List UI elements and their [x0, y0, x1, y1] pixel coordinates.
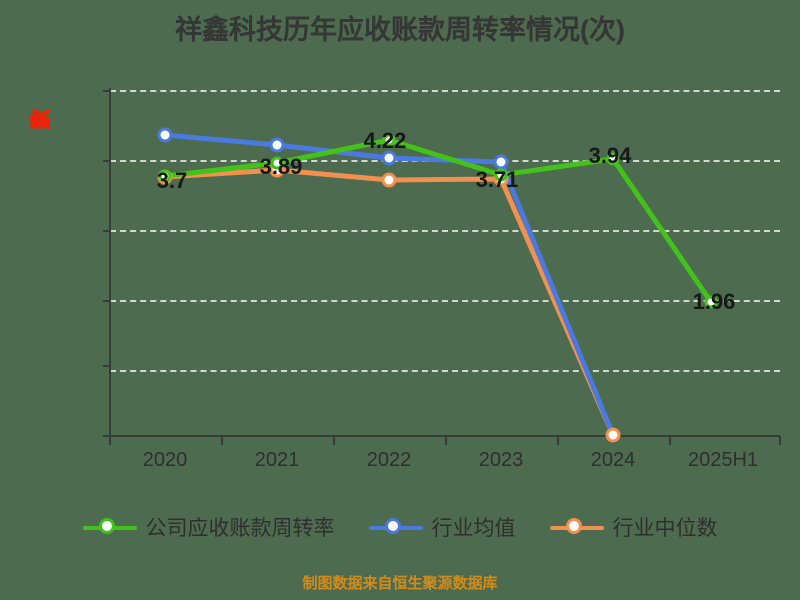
y-tick-1 [103, 365, 111, 367]
y-tick-5 [103, 90, 111, 92]
chart-title-shadow: 祥鑫科技历年应收账款周转率情况(次) [175, 15, 625, 45]
point-mean-2023 [493, 154, 509, 170]
series-line-industry-median [162, 167, 616, 438]
legend-label-industry-median: 行业中位数 [612, 517, 718, 540]
source-note-text: 制图数据来自恒生聚源数据库 [302, 575, 498, 592]
x-axis-line [109, 435, 780, 437]
x-tick-label-2024: 2024 [590, 449, 636, 471]
chart-title-text: 祥鑫科技历年应收账款周转率情况(次) [175, 15, 625, 45]
point-company-2024 [606, 152, 620, 166]
data-label-2020: 3.7 [156, 168, 188, 193]
y-tick-3 [103, 230, 111, 232]
point-median-2024 [605, 427, 621, 443]
x-tick-label-2023: 2023 [478, 449, 524, 471]
legend-marker-orange-icon [549, 515, 604, 539]
point-company-2020 [158, 169, 172, 183]
point-mean-2022 [381, 150, 397, 166]
y-tick-4 [103, 160, 111, 162]
x-tick-3 [445, 436, 447, 445]
data-label-2024: 3.94 [588, 143, 632, 168]
chart-legend: 公司应收账款周转率 行业均值 行业中位数 [0, 512, 800, 542]
y-tick-2 [103, 300, 111, 302]
point-company-2022 [382, 133, 396, 147]
point-median-2022 [381, 172, 397, 188]
y-axis-line [109, 88, 111, 437]
data-label-2025h1: 1.96 [692, 289, 736, 314]
series-line-company-turnover [162, 137, 714, 305]
legend-label-company-turnover: 公司应收账款周转率 [145, 517, 335, 540]
point-mean-2020 [157, 127, 173, 143]
x-tick-label-2022: 2022 [366, 449, 412, 471]
data-label-2021: 3.89 [259, 154, 303, 179]
x-tick-1 [221, 436, 223, 445]
x-tick-start [109, 436, 111, 445]
data-label-2023: 3.71 [475, 167, 519, 192]
gridline-5 [110, 90, 780, 92]
source-note: 制图数据来自恒生聚源数据库 制图数据来自恒生聚源数据库 [0, 572, 800, 593]
gridline-1 [110, 370, 780, 372]
point-company-2025h1 [704, 295, 718, 309]
legend-marker-blue-icon [368, 515, 423, 539]
x-tick-5 [669, 436, 671, 445]
gridline-2 [110, 300, 780, 302]
legend-label-industry-mean: 行业均值 [431, 517, 516, 540]
legend-marker-green-icon [82, 515, 137, 539]
source-note-shadow: 制图数据来自恒生聚源数据库 [302, 575, 498, 592]
legend-item-industry-median[interactable]: 行业中位数 [549, 512, 718, 542]
legend-item-company-turnover[interactable]: 公司应收账款周转率 [82, 512, 335, 542]
x-tick-label-2025h1: 2025H1 [687, 449, 759, 471]
point-company-2023 [494, 168, 508, 182]
gridline-3 [110, 230, 780, 232]
data-label-2022: 4.22 [363, 128, 407, 153]
x-tick-label-2020: 2020 [142, 449, 188, 471]
x-tick-2 [333, 436, 335, 445]
x-tick-end [779, 436, 781, 445]
y-tick-0 [103, 435, 111, 437]
point-company-2021 [270, 156, 284, 170]
x-tick-4 [557, 436, 559, 445]
x-tick-label-2021: 2021 [254, 449, 300, 471]
chart-title: 祥鑫科技历年应收账款周转率情况(次) 祥鑫科技历年应收账款周转率情况(次) [0, 8, 800, 47]
legend-item-industry-mean[interactable]: 行业均值 [368, 512, 516, 542]
point-mean-2021 [269, 137, 285, 153]
